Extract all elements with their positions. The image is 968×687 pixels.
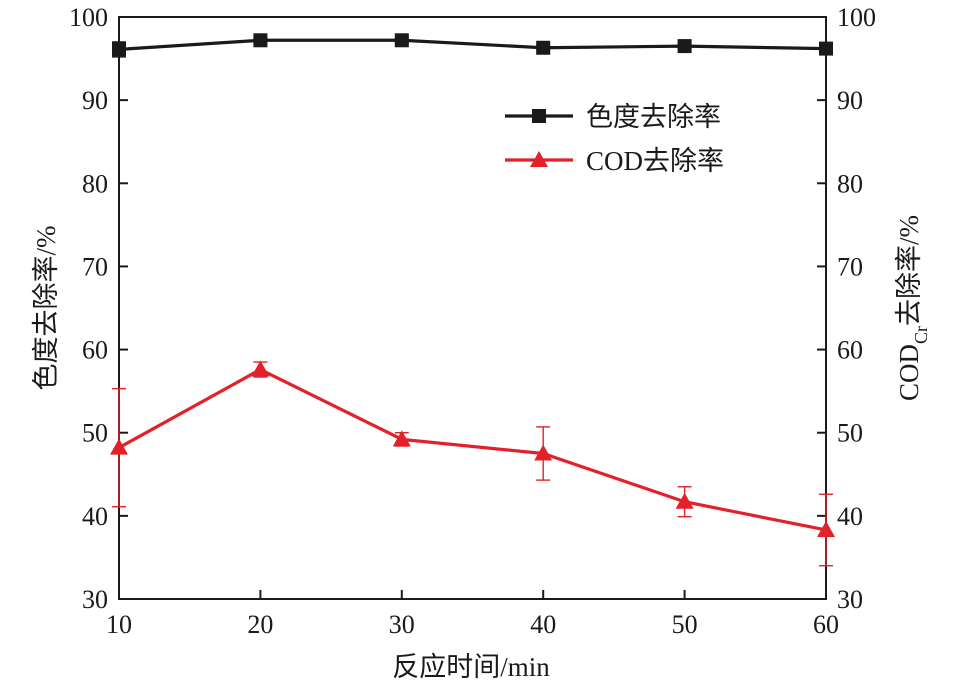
y2-axis-title-suffix: 去除率/% [894,215,924,326]
plot-frame [118,16,827,600]
cod-removal-marker [251,360,270,377]
axes: 10 20 30 40 50 603040506070809010030405060708… [69,3,876,639]
y-axis-title: 色度去除率/% [31,226,61,391]
y-tick-label: 80 [82,169,108,198]
series-cod-removal [110,360,835,567]
y2-axis-title: CODCr去除率/% [894,215,931,401]
cod-removal-marker [817,520,835,537]
legend-label: 色度去除率 [586,102,721,132]
y2-tick-label: 80 [837,169,863,198]
x-tick-label: 30 [389,610,415,639]
color-removal-marker [253,33,268,48]
y2-tick-label: 100 [837,3,876,32]
y2-tick-label: 40 [837,502,863,531]
x-tick-label: 20 [247,610,273,639]
cod-removal-line [118,367,827,532]
series-color-removal [112,33,833,58]
legend-swatch-marker [532,109,546,123]
y2-tick-label: 90 [837,86,863,115]
x-tick-label: 50 [672,610,698,639]
x-tick-label: 10 [106,610,132,639]
y-tick-label: 90 [82,86,108,115]
legend-swatch-marker [530,151,548,167]
color-removal-marker [394,33,409,48]
y-tick-label: 60 [82,336,108,365]
y-tick-label: 50 [82,419,108,448]
x-tick-label: 40 [530,610,556,639]
color-removal-marker [677,39,692,54]
legend: 色度去除率 COD去除率 [505,102,724,176]
x-tick-label: 60 [813,610,839,639]
y2-tick-label: 30 [837,585,863,614]
y-tick-label: 30 [82,585,108,614]
y-tick-label: 40 [82,502,108,531]
cod-removal-marker [392,430,411,447]
y2-tick-label: 60 [837,336,863,365]
cod-removal-marker [675,492,694,509]
y-tick-label: 70 [82,252,108,281]
color-removal-marker [112,42,126,57]
x-axis-title: 反应时间/min [392,652,550,682]
cod-removal-marker [110,438,128,455]
color-removal-marker [819,41,833,56]
color-removal-marker [536,40,551,55]
y2-axis-title-subscript: Cr [911,326,931,344]
y-tick-label: 100 [69,3,108,32]
series-layer [110,33,835,567]
color-removal-line [118,38,827,52]
legend-label: COD去除率 [586,146,724,176]
y2-tick-label: 50 [837,419,863,448]
y2-axis-title-prefix: COD [894,344,924,401]
legend-item-color-removal: 色度去除率 [505,102,721,132]
cod-removal-marker [534,444,553,461]
legend-item-cod-removal: COD去除率 [505,146,724,176]
y2-tick-label: 70 [837,252,863,281]
